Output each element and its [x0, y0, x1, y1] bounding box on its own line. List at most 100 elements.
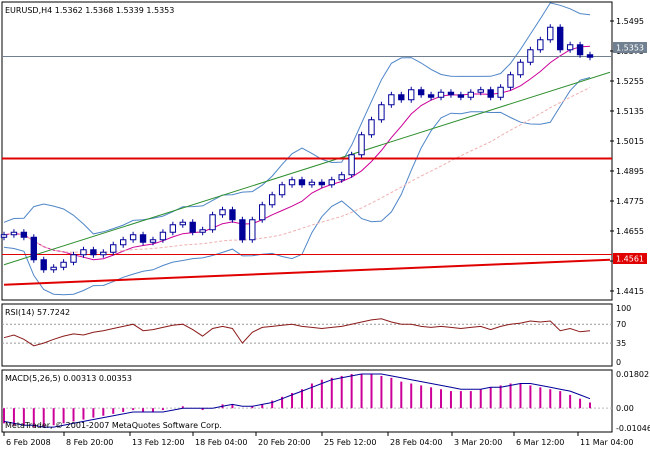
candle — [557, 24, 564, 53]
rsi-pane[interactable] — [1, 303, 613, 367]
candle-body — [20, 231, 28, 238]
price-label: 1.5015 — [616, 137, 644, 146]
candle — [338, 171, 345, 183]
candle — [328, 176, 335, 188]
candle-body — [10, 231, 18, 236]
price-label: 1.5255 — [616, 77, 644, 86]
bollinger-lower — [3, 77, 591, 296]
candle-body — [557, 26, 564, 51]
candle-body — [457, 94, 465, 98]
candle — [467, 89, 474, 101]
candle-body — [169, 224, 177, 233]
main-header: EURUSD,H4 1.5362 1.5368 1.5339 1.5353 — [5, 6, 174, 15]
candle — [30, 234, 37, 263]
candle — [348, 151, 355, 178]
rsi-layer — [2, 318, 612, 347]
time-label: 20 Feb 20:00 — [258, 438, 310, 447]
candle — [368, 116, 375, 138]
candle — [378, 101, 385, 123]
candle — [149, 236, 157, 246]
candle — [169, 221, 177, 236]
candle — [120, 236, 127, 248]
candle-body — [179, 221, 186, 226]
candle — [288, 176, 296, 188]
candle-body — [229, 209, 236, 221]
candle — [249, 216, 256, 243]
candle-body — [90, 249, 97, 256]
candle-body — [308, 181, 316, 186]
candle-body — [467, 91, 474, 98]
candle-body — [398, 94, 405, 101]
candle-body — [199, 229, 206, 233]
candle — [318, 179, 326, 188]
candle-body — [268, 194, 276, 206]
candle-body — [368, 119, 375, 136]
time-label: 8 Feb 20:00 — [66, 438, 113, 447]
candle — [20, 229, 28, 241]
candle — [229, 206, 236, 223]
time-label: 6 Mar 12:00 — [516, 438, 564, 447]
candle — [517, 59, 524, 78]
candle — [50, 264, 57, 273]
candle-body — [566, 44, 574, 51]
candle — [259, 201, 266, 223]
price-label: 1.4895 — [616, 167, 644, 176]
trend-line — [3, 71, 611, 266]
price-label: 1.5495 — [616, 17, 644, 26]
candle — [447, 89, 455, 98]
candle-body — [507, 74, 514, 88]
candle — [527, 46, 534, 66]
candle-body — [278, 184, 286, 196]
candle-body — [0, 234, 8, 238]
candle-body — [328, 179, 335, 186]
candle-body — [427, 94, 435, 98]
rsi-label: 0 — [616, 358, 621, 367]
candle — [497, 84, 504, 101]
candle — [547, 24, 554, 43]
candle-body — [209, 214, 216, 231]
candle-body — [527, 49, 534, 63]
candle — [129, 231, 137, 243]
candle-body — [189, 221, 196, 233]
time-label: 6 Feb 2008 — [6, 438, 51, 447]
candle — [576, 41, 584, 58]
rsi-label: 100 — [616, 304, 631, 313]
candle-body — [298, 179, 306, 186]
candle — [189, 219, 196, 236]
bollinger-upper — [3, 2, 591, 235]
current-price-label: 1.5353 — [616, 44, 644, 53]
macd-label: 0.01802 — [616, 370, 649, 379]
candle-body — [547, 26, 554, 41]
candle-body — [586, 54, 594, 58]
candle — [566, 41, 574, 53]
candle-body — [159, 231, 167, 241]
candle — [507, 71, 514, 91]
lower-trend-line — [3, 258, 611, 286]
rsi-label: 70 — [616, 320, 626, 329]
time-label: 28 Feb 04:00 — [390, 438, 442, 447]
candle-body — [139, 234, 147, 243]
candle-body — [447, 91, 455, 96]
time-label: 25 Feb 12:00 — [324, 438, 376, 447]
price-label: 1.4415 — [616, 287, 644, 296]
candle — [417, 86, 425, 98]
candle-body — [497, 86, 504, 98]
candle-body — [129, 234, 137, 241]
rsi-line — [3, 318, 591, 347]
candle-body — [120, 239, 127, 246]
candle-body — [80, 249, 87, 256]
price-label: 1.5135 — [616, 107, 644, 116]
time-label: 13 Feb 12:00 — [132, 438, 184, 447]
rsi-axis: 100 70 35 0 — [616, 304, 631, 367]
candle-body — [50, 266, 57, 271]
candle — [70, 251, 77, 266]
candle — [110, 241, 117, 256]
candle — [268, 191, 276, 208]
hline-price-label: 1.4561 — [616, 255, 644, 264]
current-price-box — [613, 42, 647, 53]
candle-body — [348, 154, 355, 176]
candle — [278, 181, 286, 198]
candle — [139, 231, 147, 246]
candle-body — [110, 244, 117, 253]
